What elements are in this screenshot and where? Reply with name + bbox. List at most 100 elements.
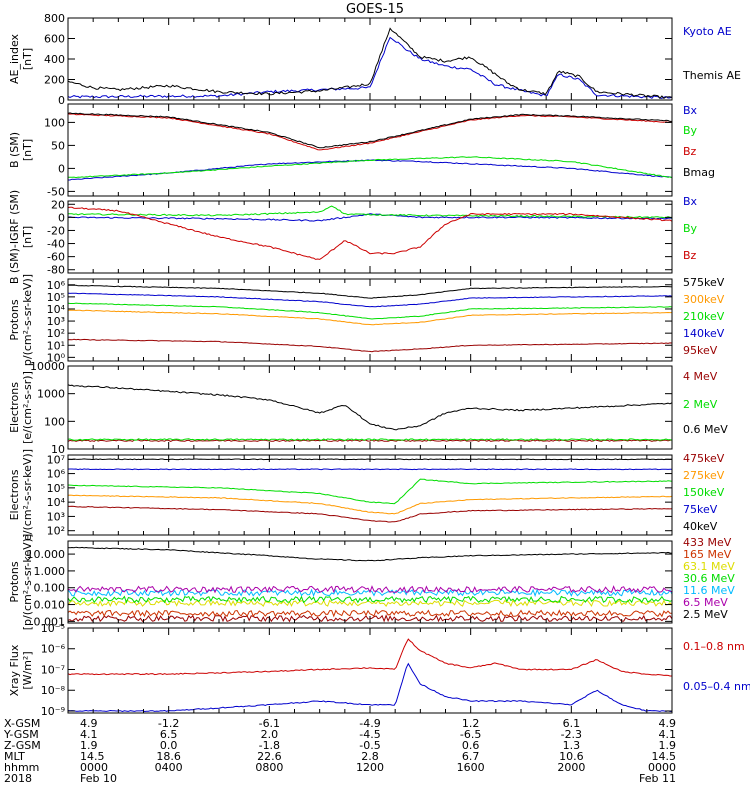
ytick-label: -60 [47,251,65,264]
ytick-label: 600 [44,33,65,46]
orbit-value: 4.1 [80,728,98,741]
series-digrf-0 [68,213,672,222]
ytick-label: 10² [47,327,65,340]
series-electrons1-0 [68,439,672,442]
legend-protons1-3: 140keV [683,327,725,340]
ytick-label: 0.010 [34,599,66,612]
legend-electrons2-3: 75keV [683,503,718,516]
orbit-value: 4.9 [80,717,98,730]
legend-ae-0: Kyoto AE [683,25,732,38]
ylabel-electrons2: Electrons [8,469,21,520]
ytick-label: 0 [58,162,65,175]
ytick-label: 800 [44,12,65,25]
orbit-value: 0.6 [462,739,480,752]
orbit-value: 0000 [648,761,676,774]
ylabel-digrf: [nT] [21,226,34,248]
ytick-label: 10⁴ [47,496,66,509]
ylabel-electrons2: e/(cm²-s-sr-keV)] [21,449,34,541]
ytick-label: 1.000 [34,565,66,578]
legend-protons2-5: 6.5 MeV [683,596,728,609]
legend-digrf-1: By [683,222,698,235]
ylabel-protons1: p/(cm²-s-sr-keV)] [21,274,34,366]
panel-electrons1: 10 100 1000 10000 Electrons [e/(cm²-s-sr)] 4 M… [8,360,728,456]
ytick-label: 10⁻⁷ [41,663,65,676]
legend-electrons2-1: 275keV [683,469,725,482]
ylabel-protons2: Protons [8,561,21,602]
legend-ae-1: Themis AE [682,69,741,82]
ytick-label: 10⁶ [47,279,66,292]
orbit-value: 14.5 [652,750,677,763]
orbit-row-label: hhmm [4,761,39,774]
series-electrons2-1 [68,494,672,515]
panel-frame [67,17,673,101]
series-electrons1-1 [68,438,672,441]
ylabel-protons1: Protons [8,299,21,340]
orbit-value: 22.6 [257,750,282,763]
series-bsm-3 [68,112,672,149]
orbit-value: 14.5 [80,750,105,763]
orbit-row-label: Y-GSM [3,728,39,741]
orbit-value: 1.3 [563,739,581,752]
series-xray-1 [68,662,672,713]
ytick-label: -80 [47,264,65,277]
panel-frame [67,454,673,536]
ylabel-bsm: B (SM) [8,132,21,168]
orbit-value: -1.8 [259,739,280,752]
ylabel-xray: [W/m²] [21,651,34,689]
legend-xray-0: 0.1–0.8 nm [683,640,745,653]
ytick-label: 10³ [47,315,65,328]
panel-bsm: -50 0 50 100 B (SM) [nT] Bx By Bz Bmag [8,103,715,198]
ytick-label: 200 [44,74,65,87]
orbit-value: 1200 [356,761,384,774]
legend-protons2-3: 30.6 MeV [683,572,735,585]
panel-frame [67,200,673,274]
series-digrf-1 [68,205,672,219]
ytick-label: 0.001 [34,615,66,628]
legend-electrons1-2: 0.6 MeV [683,423,728,436]
chart-title: GOES-15 [346,2,404,17]
legend-protons2-2: 63.1 MeV [683,560,735,573]
panel-xray: 10⁻⁹ 10⁻⁸ 10⁻⁷ 10⁻⁶ 10⁻⁵ Xray Flux [W/m²] 0.1–0… [8,622,750,718]
series-protons2-1 [68,609,672,618]
ytick-label: 10⁰ [47,351,66,364]
orbit-value: -4.9 [359,717,380,730]
panel-ae: 0 200 400 600 800 AE_index [nT] Kyoto AE Themis … [8,12,741,107]
orbit-value: 6.1 [563,717,581,730]
ytick-label: 10.000 [27,548,66,561]
ytick-label: 10⁻⁵ [41,622,65,635]
ytick-label: 10⁻⁶ [41,643,66,656]
ylabel-bsm: [nT] [21,139,34,161]
legend-electrons2-0: 475keV [683,452,725,465]
ytick-label: 100 [44,415,65,428]
ytick-label: 400 [44,53,65,66]
orbit-value: -6.1 [259,717,280,730]
orbit-value: -1.2 [158,717,179,730]
legend-protons1-1: 300keV [683,293,725,306]
legend-bsm-3: Bmag [683,166,715,179]
ytick-label: 0.100 [34,582,66,595]
panel-protons2: 0.001 0.010 0.100 1.000 10.000 Protons [p/(cm²… [8,534,735,631]
orbit-value: -4.5 [359,728,380,741]
ytick-label: 10⁴ [47,303,66,316]
ylabel-protons2: [p/(cm²-s-sr-keV)] [21,534,34,631]
orbit-value: 1.9 [80,739,98,752]
panel-frame [67,278,673,362]
orbit-value: Feb 10 [80,772,117,785]
ytick-label: 10⁵ [47,291,65,304]
orbit-value: 10.6 [559,750,584,763]
series-ae-1 [68,27,672,99]
legend-bsm-2: Bz [683,145,697,158]
ytick-label: 100 [44,116,65,129]
ytick-label: 10² [47,525,65,538]
orbit-table: X-GSM 4.9 -1.2 -6.1 -4.9 1.2 6.1 4.9 Y-GSM 4.1 6.5… [3,717,676,785]
orbit-value: 0.0 [160,739,178,752]
ylabel-ae: [nT] [21,48,34,70]
ytick-label: 20 [51,198,65,211]
series-protons1-0 [68,284,672,299]
orbit-value: 0800 [255,761,283,774]
